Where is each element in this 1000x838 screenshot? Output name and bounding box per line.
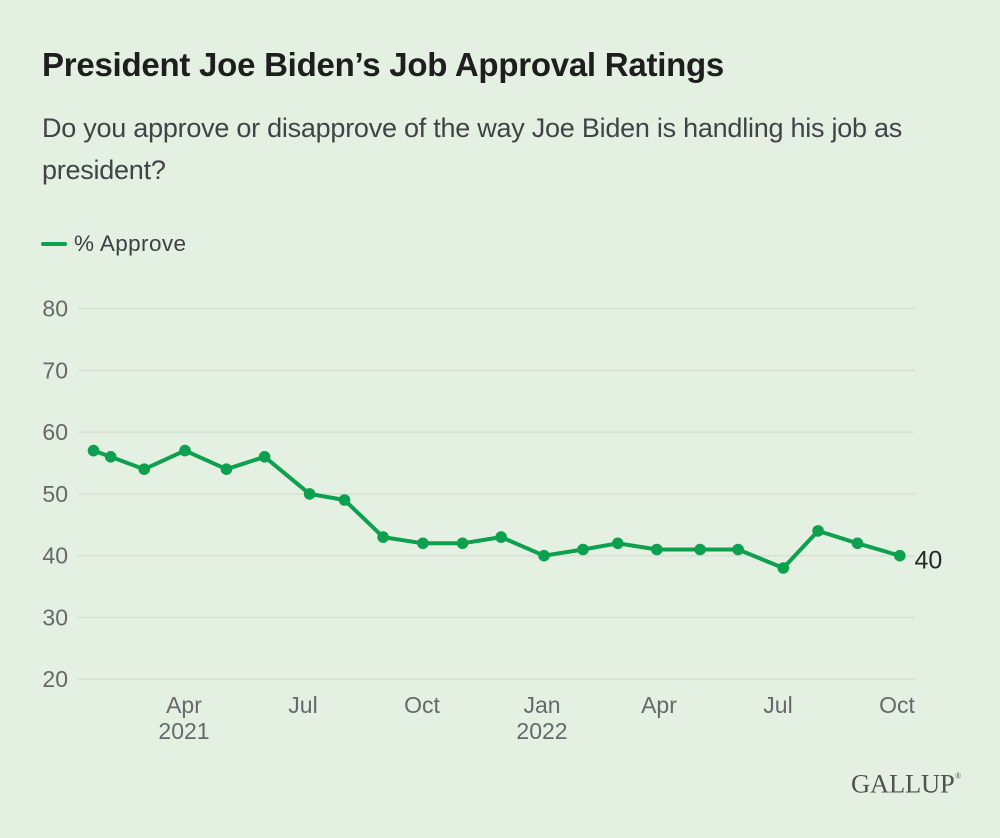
svg-text:20: 20 [42,666,68,692]
svg-text:2021: 2021 [158,718,209,744]
svg-text:60: 60 [42,419,68,445]
svg-text:80: 80 [42,296,68,322]
svg-text:GALLUP: GALLUP [851,769,955,799]
svg-text:Apr: Apr [166,692,202,718]
svg-text:®: ® [955,772,961,781]
svg-text:40: 40 [42,543,68,569]
svg-text:30: 30 [42,605,68,631]
svg-text:50: 50 [42,481,68,507]
svg-text:Apr: Apr [641,692,677,718]
svg-text:Jul: Jul [763,692,792,718]
svg-text:Oct: Oct [879,692,915,718]
svg-text:Jan: Jan [523,692,560,718]
svg-text:70: 70 [42,357,68,383]
svg-text:Jul: Jul [288,692,317,718]
svg-text:Oct: Oct [404,692,440,718]
svg-text:40: 40 [915,547,943,575]
svg-text:2022: 2022 [516,718,567,744]
